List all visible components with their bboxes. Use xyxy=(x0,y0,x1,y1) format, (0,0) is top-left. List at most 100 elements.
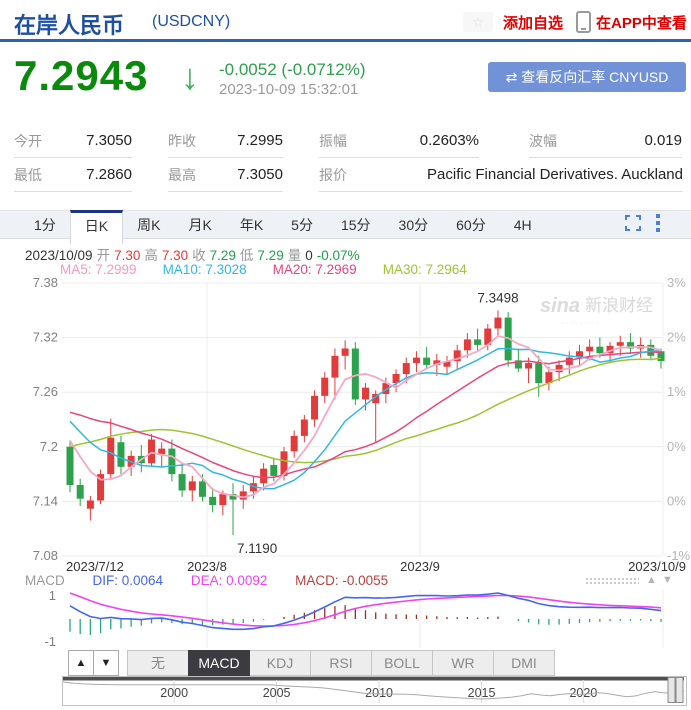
indicator-tabs: ▲ ▼ 无 MACD KDJ RSI BOLL WR DMI xyxy=(68,650,555,676)
period-tab-年K[interactable]: 年K xyxy=(239,217,264,233)
svg-text:sina: sina xyxy=(540,295,580,317)
indicator-tab-DMI[interactable]: DMI xyxy=(493,650,555,676)
indicator-tab-RSI[interactable]: RSI xyxy=(310,650,372,676)
stat-value: 7.3050 xyxy=(237,166,283,183)
svg-text:2015: 2015 xyxy=(468,686,496,700)
panel-resize-grip[interactable] xyxy=(585,577,639,586)
indicator-tab-MACD[interactable]: MACD xyxy=(188,650,250,676)
stat-cell: 今开 7.3050 xyxy=(14,124,132,158)
svg-text:2023/10/9: 2023/10/9 xyxy=(628,559,686,574)
ohlc-segment: 7.30 xyxy=(161,248,189,263)
stat-label: 今开 xyxy=(14,132,42,149)
stat-label: 振幅 xyxy=(319,132,347,149)
svg-text:0%: 0% xyxy=(667,439,686,454)
ohlc-segment: 高 xyxy=(144,248,158,263)
fullscreen-icon[interactable] xyxy=(625,215,641,231)
svg-text:2023/7/12: 2023/7/12 xyxy=(66,559,124,574)
svg-text:2%: 2% xyxy=(667,330,686,345)
indicator-up-button[interactable]: ▲ xyxy=(68,650,94,676)
svg-text:7.08: 7.08 xyxy=(33,548,58,563)
svg-text:7.2: 7.2 xyxy=(40,439,58,454)
ma-legend-item: MA10: 7.3028 xyxy=(162,262,247,277)
add-watchlist-link[interactable]: 添加自选 xyxy=(503,15,564,32)
ohlc-segment: 量 xyxy=(287,248,302,263)
ohlc-info-line: 2023/10/09 开 7.30 高 7.30 收 7.29 低 7.29 量 0 -0.07% xyxy=(25,244,364,264)
svg-text:2020: 2020 xyxy=(569,686,597,700)
ma-legend-item: MA20: 7.2969 xyxy=(272,262,357,277)
svg-text:7.3498: 7.3498 xyxy=(477,290,518,305)
macd-value: MACD: -0.0055 xyxy=(295,573,389,588)
stat-cell: 波幅 0.019 xyxy=(529,124,682,158)
stat-value: Pacific Financial Derivatives. Auckland xyxy=(427,166,683,183)
ohlc-segment: 2023/10/09 xyxy=(25,248,93,263)
reverse-rate-button[interactable]: ⇄ 查看反向汇率 CNYUSD xyxy=(488,62,686,92)
dif-value: DIF: 0.0064 xyxy=(92,573,164,588)
more-menu-icon[interactable] xyxy=(656,214,661,232)
favorite-star-icon[interactable]: ☆ xyxy=(463,12,493,32)
svg-text:-1: -1 xyxy=(44,634,56,649)
svg-text:1%: 1% xyxy=(667,384,686,399)
stat-value: 7.2995 xyxy=(237,132,283,149)
ohlc-segment: 收 xyxy=(192,248,206,263)
reverse-rate-label: 查看反向汇率 CNYUSD xyxy=(521,69,669,85)
stat-label: 最低 xyxy=(14,166,42,183)
period-tab-15分[interactable]: 15分 xyxy=(340,217,371,233)
period-tab-1分[interactable]: 1分 xyxy=(34,217,56,233)
svg-text:2010: 2010 xyxy=(365,686,393,700)
stat-value: 7.3050 xyxy=(86,132,132,149)
svg-text:新浪财经: 新浪财经 xyxy=(585,296,653,315)
indicator-down-button[interactable]: ▼ xyxy=(93,650,119,676)
candlestick-chart[interactable]: 7.38 3% 7.32 2% 7.26 1% 7.2 0% 7.14 0% 7.08 -1% sina… xyxy=(0,278,691,576)
quote-stats-table: 今开 7.3050 昨收 7.2995 振幅 0.2603% 波幅 0.019 最低 7.2860… xyxy=(14,124,683,192)
stat-cell: 最高 7.3050 xyxy=(168,158,283,192)
indicator-tab-BOLL[interactable]: BOLL xyxy=(371,650,433,676)
stat-label: 昨收 xyxy=(168,132,196,149)
dea-value: DEA: 0.0092 xyxy=(190,573,268,588)
swap-icon: ⇄ xyxy=(505,69,518,85)
svg-text:2000: 2000 xyxy=(160,686,188,700)
ohlc-segment: 低 xyxy=(239,248,254,263)
svg-text:7.1190: 7.1190 xyxy=(237,541,277,556)
svg-text:2023/9: 2023/9 xyxy=(400,559,440,574)
navigator-handle[interactable] xyxy=(667,677,676,703)
svg-text:-1%: -1% xyxy=(667,548,691,563)
stat-cell: 最低 7.2860 xyxy=(14,158,132,192)
stat-label: 报价 xyxy=(319,166,347,183)
period-tab-5分[interactable]: 5分 xyxy=(291,217,313,233)
svg-text:3%: 3% xyxy=(667,278,686,290)
page-title: 在岸人民币 xyxy=(14,13,125,38)
indicator-tab-WR[interactable]: WR xyxy=(432,650,494,676)
svg-text:7.38: 7.38 xyxy=(33,278,58,290)
timeline-navigator[interactable]: 2000 2005 2010 2015 2020 xyxy=(62,676,687,706)
navigator-handle[interactable] xyxy=(675,677,684,703)
ohlc-segment: 0 xyxy=(305,248,313,263)
stat-label: 最高 xyxy=(168,166,196,183)
period-tab-周K[interactable]: 周K xyxy=(137,217,161,233)
period-tab-日K[interactable]: 日K xyxy=(69,210,124,244)
svg-text:7.32: 7.32 xyxy=(33,330,58,345)
view-in-app-link[interactable]: 在APP中查看 xyxy=(596,15,687,32)
ma-legend-item: MA30: 7.2964 xyxy=(382,262,467,277)
stat-cell: 昨收 7.2995 xyxy=(168,124,283,158)
stat-cell: 振幅 0.2603% xyxy=(319,124,479,158)
ohlc-segment: 7.29 xyxy=(257,248,284,263)
svg-text:0%: 0% xyxy=(667,493,686,508)
panel-up-arrow[interactable]: ▲ xyxy=(646,574,657,586)
macd-legend: MACD DIF: 0.0064 DEA: 0.0092 MACD: -0.00… xyxy=(25,573,412,588)
price-change: -0.0052 (-0.0712%) xyxy=(219,60,366,79)
svg-text:∙∙ ∙ ∙∙∙ ∙ ∙∙ ∙ ∙∙∙: ∙∙ ∙ ∙∙∙ ∙ ∙∙ ∙ ∙∙∙ xyxy=(560,318,602,327)
phone-icon xyxy=(576,11,591,33)
indicator-tab-KDJ[interactable]: KDJ xyxy=(249,650,311,676)
macd-chart[interactable]: 1 -1 xyxy=(0,588,691,650)
svg-text:1: 1 xyxy=(49,588,56,603)
ma-legend-line: MA5: 7.2999 MA10: 7.3028 MA20: 7.2969 MA30:… xyxy=(60,262,493,277)
period-tab-30分[interactable]: 30分 xyxy=(398,217,429,233)
indicator-tab-无[interactable]: 无 xyxy=(127,650,189,676)
stat-label: 波幅 xyxy=(529,132,557,149)
period-tab-4H[interactable]: 4H xyxy=(513,217,532,233)
period-tab-月K[interactable]: 月K xyxy=(188,217,212,233)
macd-panel-label: MACD xyxy=(25,573,65,588)
panel-down-arrow[interactable]: ▼ xyxy=(662,574,673,586)
stat-value: 7.2860 xyxy=(86,166,132,183)
period-tab-60分[interactable]: 60分 xyxy=(456,217,486,233)
